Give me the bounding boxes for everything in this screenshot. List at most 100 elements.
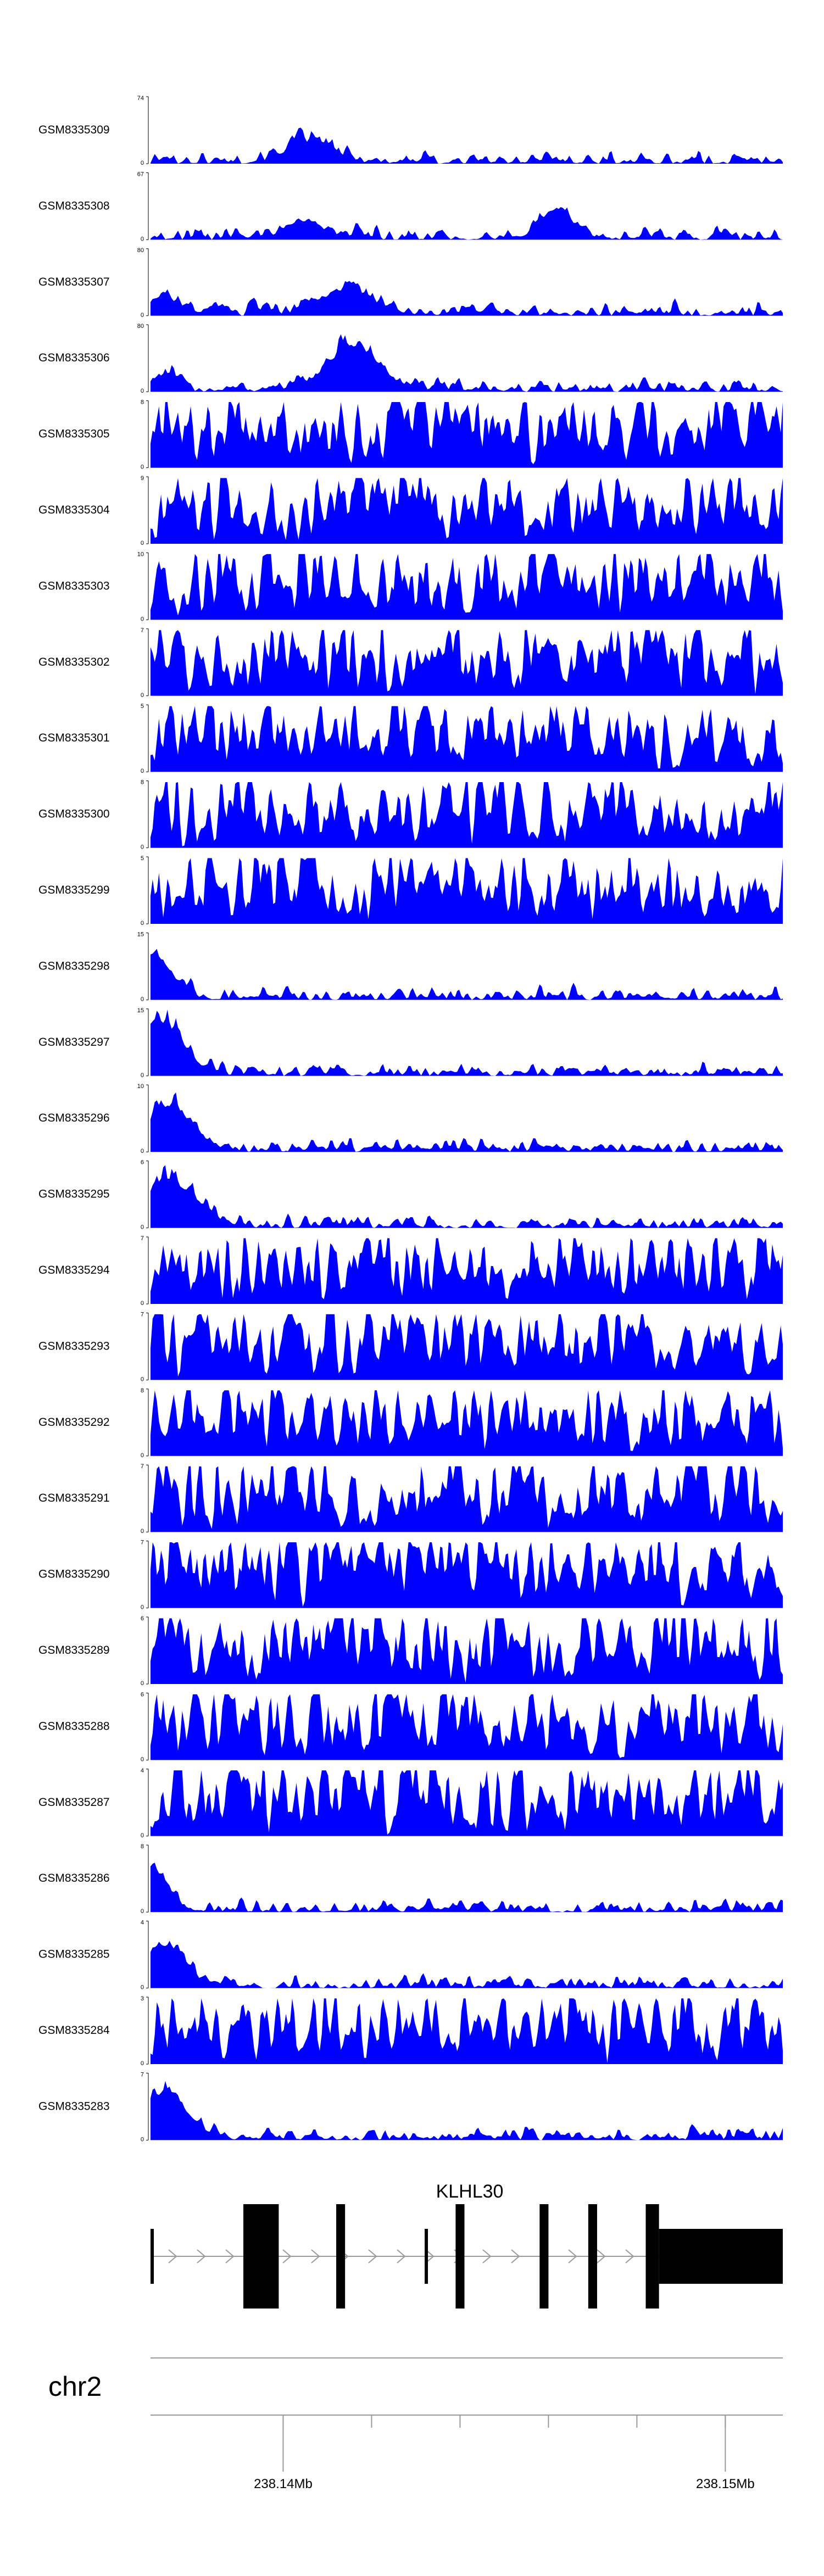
track-GSM8335296: GSM8335296 10 0 [38, 1083, 783, 1155]
coverage-area [151, 402, 783, 468]
y-axis-min-label: 0 [141, 1224, 144, 1231]
y-axis-min-label: 0 [141, 1680, 144, 1687]
track-GSM8335290: GSM8335290 7 0 [38, 1540, 783, 1611]
y-axis-min-label: 0 [141, 1832, 144, 1839]
y-axis-min-label: 0 [141, 388, 144, 394]
y-axis-max-label: 15 [137, 1007, 144, 1014]
track-GSM8335305: GSM8335305 8 0 [38, 399, 783, 471]
y-axis-min-label: 0 [141, 996, 144, 1002]
coverage-area [151, 1165, 783, 1228]
coverage-area [151, 1010, 783, 1076]
coverage-area [151, 1466, 783, 1532]
track-label: GSM8335290 [38, 1568, 110, 1581]
track-label: GSM8335285 [38, 1948, 110, 1961]
exon [455, 2204, 465, 2309]
y-axis-max-label: 67 [137, 171, 144, 177]
coverage-area [151, 2081, 783, 2140]
strand-chevron [425, 2249, 435, 2263]
coverage-area [151, 782, 783, 848]
track-label: GSM8335287 [38, 1796, 110, 1809]
exon [659, 2229, 783, 2284]
strand-chevron [368, 2249, 377, 2263]
coverage-area [151, 1694, 783, 1760]
chromosome-label: chr2 [48, 2371, 102, 2402]
coverage-area [151, 949, 783, 1000]
track-GSM8335289: GSM8335289 6 0 [38, 1615, 783, 1687]
y-axis-max-label: 6 [141, 1691, 144, 1698]
exon [539, 2204, 549, 2309]
y-axis-min-label: 0 [141, 1300, 144, 1307]
strand-chevron [568, 2249, 577, 2263]
track-label: GSM8335303 [38, 579, 110, 592]
y-axis-min-label: 0 [141, 1528, 144, 1535]
exon [151, 2229, 154, 2284]
y-axis-max-label: 4 [141, 1767, 144, 1774]
track-label: GSM8335305 [38, 428, 110, 441]
track-GSM8335301: GSM8335301 5 0 [38, 703, 783, 774]
track-GSM8335298: GSM8335298 15 0 [38, 931, 783, 1002]
track-GSM8335306: GSM8335306 80 0 [38, 323, 783, 394]
track-label: GSM8335291 [38, 1492, 110, 1504]
y-axis-min-label: 0 [141, 692, 144, 699]
coverage-area [151, 1092, 783, 1152]
coverage-area [151, 1238, 783, 1304]
y-axis-min-label: 0 [141, 844, 144, 851]
y-axis-max-label: 5 [141, 855, 144, 862]
track-label: GSM8335295 [38, 1188, 110, 1201]
strand-chevron [597, 2249, 606, 2263]
y-axis-max-label: 6 [141, 1615, 144, 1622]
track-label: GSM8335297 [38, 1036, 110, 1049]
coverage-area [151, 1941, 783, 1988]
strand-chevron [311, 2249, 320, 2263]
track-GSM8335300: GSM8335300 8 0 [38, 779, 783, 851]
y-axis-max-label: 7 [141, 2071, 144, 2078]
y-axis-min-label: 0 [141, 768, 144, 774]
track-GSM8335288: GSM8335288 6 0 [38, 1691, 783, 1763]
strand-chevron [482, 2249, 492, 2263]
coverage-area [151, 1770, 783, 1836]
exon [336, 2204, 346, 2309]
track-label: GSM8335299 [38, 884, 110, 896]
coverage-area [151, 334, 783, 392]
coverage-area [151, 1542, 783, 1608]
y-axis-max-label: 80 [137, 247, 144, 254]
exon [425, 2229, 428, 2284]
axis-tick-label: 238.15Mb [696, 2477, 755, 2491]
y-axis-min-label: 0 [141, 1756, 144, 1763]
track-label: GSM8335306 [38, 352, 110, 364]
track-label: GSM8335289 [38, 1644, 110, 1657]
track-GSM8335292: GSM8335292 8 0 [38, 1387, 783, 1459]
chromosome-track: chr2 [48, 2357, 783, 2402]
track-GSM8335285: GSM8335285 4 0 [38, 1920, 783, 1991]
y-axis-min-label: 0 [141, 616, 144, 622]
track-label: GSM8335288 [38, 1720, 110, 1732]
coverage-area [151, 1998, 783, 2064]
y-axis-max-label: 7 [141, 1235, 144, 1242]
track-label: GSM8335308 [38, 199, 110, 212]
coverage-area [151, 1618, 783, 1684]
track-label: GSM8335296 [38, 1112, 110, 1124]
y-axis-max-label: 9 [141, 475, 144, 482]
y-axis-min-label: 0 [141, 2060, 144, 2067]
y-axis-max-label: 74 [137, 95, 144, 102]
track-label: GSM8335294 [38, 1264, 110, 1276]
y-axis-min-label: 0 [141, 1984, 144, 1991]
y-axis-min-label: 0 [141, 160, 144, 166]
coverage-tracks: GSM8335309740GSM8335308670GSM8335307800G… [38, 95, 783, 2143]
strand-chevron [168, 2249, 177, 2263]
exon [243, 2204, 279, 2309]
track-GSM8335302: GSM8335302 7 0 [38, 627, 783, 699]
coverage-area [151, 554, 783, 620]
track-label: GSM8335301 [38, 732, 110, 744]
strand-chevron [282, 2249, 292, 2263]
coverage-area [151, 281, 783, 316]
track-GSM8335283: GSM8335283 7 0 [38, 2071, 783, 2143]
y-axis-max-label: 6 [141, 1159, 144, 1166]
y-axis-min-label: 0 [141, 1452, 144, 1459]
coverage-area [151, 207, 783, 240]
track-GSM8335297: GSM8335297 15 0 [38, 1007, 783, 1079]
exon [588, 2204, 597, 2309]
track-label: GSM8335302 [38, 656, 110, 668]
coverage-area [151, 1314, 783, 1380]
y-axis-min-label: 0 [141, 464, 144, 471]
